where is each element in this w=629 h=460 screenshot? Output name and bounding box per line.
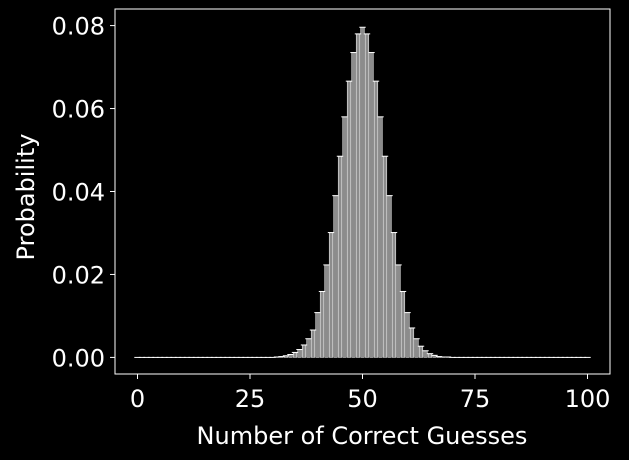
y-tick-label: 0.04 <box>52 179 105 207</box>
bar-63 <box>418 345 424 358</box>
bar-39 <box>310 329 316 358</box>
bar-49 <box>355 33 361 358</box>
bar-62 <box>414 338 419 358</box>
bar-47 <box>346 80 352 358</box>
bar-54 <box>378 116 383 358</box>
bar-53 <box>373 80 379 358</box>
bar-43 <box>328 232 334 358</box>
bar-35 <box>292 352 298 358</box>
bar-59 <box>400 291 406 358</box>
x-tick-label: 25 <box>235 385 266 413</box>
y-axis-label: Probability <box>12 134 40 261</box>
bar-41 <box>319 291 325 358</box>
bar-38 <box>306 338 311 358</box>
bar-51 <box>364 33 370 358</box>
bar-46 <box>342 116 347 358</box>
bar-48 <box>351 52 356 358</box>
x-axis-ticks: 0 25 50 75 100 <box>130 374 611 413</box>
bar-44 <box>333 195 338 358</box>
y-tick-label: 0.00 <box>52 344 105 372</box>
y-tick-label: 0.08 <box>52 13 105 41</box>
bar-40 <box>315 312 320 358</box>
y-axis-ticks: 0.00 0.02 0.04 0.06 0.08 <box>52 13 115 372</box>
bar-50 <box>360 27 365 358</box>
bar-56 <box>387 195 392 358</box>
bar-61 <box>409 327 415 358</box>
x-axis-label: Number of Correct Guesses <box>197 422 528 450</box>
bar-45 <box>337 155 343 358</box>
y-tick-label: 0.06 <box>52 96 105 124</box>
bar-37 <box>301 344 307 358</box>
y-tick-label: 0.02 <box>52 261 105 289</box>
bar-65 <box>427 353 433 358</box>
bar-60 <box>405 312 410 358</box>
x-tick-label: 75 <box>460 385 491 413</box>
bar-55 <box>382 155 388 358</box>
bar-52 <box>369 52 374 358</box>
x-tick-label: 0 <box>130 385 145 413</box>
error-bars-group <box>134 26 591 358</box>
x-tick-label: 100 <box>565 385 611 413</box>
bar-36 <box>297 349 302 358</box>
bar-57 <box>391 232 397 358</box>
x-tick-label: 50 <box>347 385 378 413</box>
bar-58 <box>396 264 401 358</box>
bar-42 <box>324 264 329 358</box>
bar-64 <box>423 350 428 358</box>
